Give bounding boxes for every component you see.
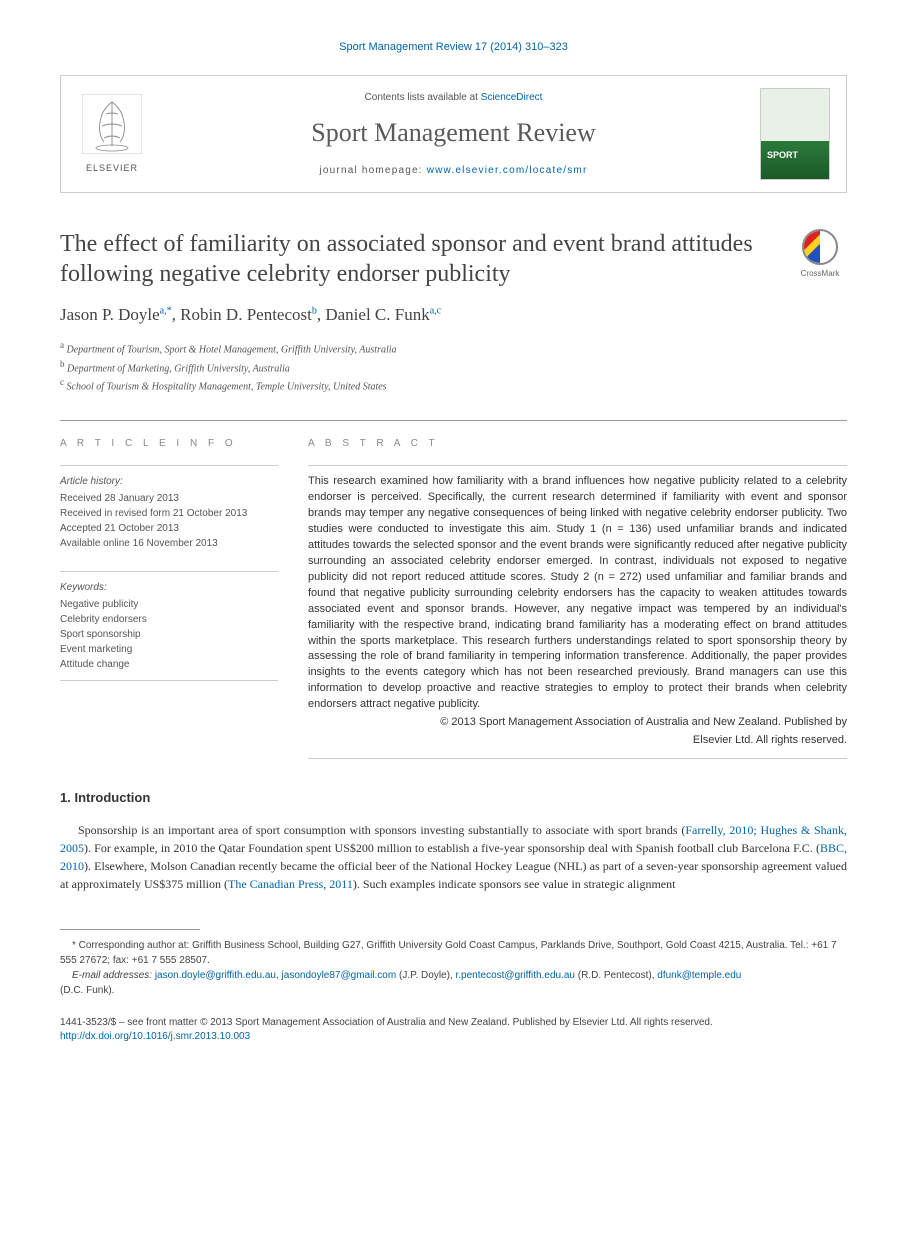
email-who: (J.P. Doyle), — [399, 970, 453, 981]
email-link[interactable]: jasondoyle87@gmail.com — [282, 970, 397, 981]
article-title: The effect of familiarity on associated … — [60, 229, 773, 289]
abstract-column: A B S T R A C T This research examined h… — [308, 437, 847, 759]
keyword: Celebrity endorsers — [60, 612, 278, 627]
contents-available-label: Contents lists available at — [365, 92, 478, 103]
contents-available-line: Contents lists available at ScienceDirec… — [165, 91, 742, 105]
abstract-copyright-2: Elsevier Ltd. All rights reserved. — [308, 733, 847, 748]
section-1-heading: 1. Introduction — [60, 789, 847, 807]
elsevier-logo: ELSEVIER — [77, 94, 147, 175]
intro-paragraph-1: Sponsorship is an important area of spor… — [60, 821, 847, 893]
affiliation-b: b Department of Marketing, Griffith Univ… — [60, 358, 847, 376]
keyword: Negative publicity — [60, 597, 278, 612]
footnotes: * Corresponding author at: Griffith Busi… — [60, 938, 847, 998]
sciencedirect-link[interactable]: ScienceDirect — [481, 92, 543, 103]
running-header: Sport Management Review 17 (2014) 310–32… — [60, 40, 847, 55]
abstract-heading: A B S T R A C T — [308, 437, 847, 451]
author-3-aff: a,c — [430, 306, 441, 317]
doi-link[interactable]: http://dx.doi.org/10.1016/j.smr.2013.10.… — [60, 1031, 250, 1042]
email-addresses-line: E-mail addresses: jason.doyle@griffith.e… — [60, 968, 847, 983]
journal-homepage-line: journal homepage: www.elsevier.com/locat… — [165, 164, 742, 178]
email-link[interactable]: r.pentecost@griffith.edu.au — [456, 970, 576, 981]
keyword: Sport sponsorship — [60, 627, 278, 642]
email-who-last: (D.C. Funk). — [60, 983, 847, 998]
title-row: The effect of familiarity on associated … — [60, 229, 847, 289]
email-who: (R.D. Pentecost), — [578, 970, 655, 981]
abstract-copyright-1: © 2013 Sport Management Association of A… — [308, 715, 847, 730]
crossmark-icon — [802, 229, 838, 265]
history-item: Received in revised form 21 October 2013 — [60, 506, 278, 521]
footnote-rule — [60, 929, 200, 930]
journal-cover-thumbnail — [760, 88, 830, 180]
keywords-label: Keywords: — [60, 580, 278, 595]
crossmark-badge[interactable]: CrossMark — [793, 229, 847, 279]
author-3: Daniel C. Funk — [325, 305, 429, 324]
elsevier-wordmark: ELSEVIER — [77, 162, 147, 175]
journal-header-box: ELSEVIER Contents lists available at Sci… — [60, 75, 847, 193]
citation-link[interactable]: The Canadian Press, 2011 — [228, 877, 353, 891]
email-link[interactable]: jason.doyle@griffith.edu.au — [155, 970, 276, 981]
article-info-column: A R T I C L E I N F O Article history: R… — [60, 437, 278, 759]
author-sep-1: , — [172, 305, 181, 324]
keywords-block: Keywords: Negative publicity Celebrity e… — [60, 571, 278, 681]
article-info-heading: A R T I C L E I N F O — [60, 437, 278, 451]
body-span: ). For example, in 2010 the Qatar Founda… — [84, 841, 820, 855]
homepage-link[interactable]: www.elsevier.com/locate/smr — [427, 165, 588, 176]
issn-copyright-line: 1441-3523/$ – see front matter © 2013 Sp… — [60, 1016, 847, 1030]
affiliations: a Department of Tourism, Sport & Hotel M… — [60, 339, 847, 394]
bottom-copyright-block: 1441-3523/$ – see front matter © 2013 Sp… — [60, 1016, 847, 1044]
info-abstract-row: A R T I C L E I N F O Article history: R… — [60, 420, 847, 759]
author-1: Jason P. Doyle — [60, 305, 160, 324]
affiliation-c: c School of Tourism & Hospitality Manage… — [60, 376, 847, 394]
history-item: Available online 16 November 2013 — [60, 536, 278, 551]
abstract-text: This research examined how familiarity w… — [308, 465, 847, 713]
email-link[interactable]: dfunk@temple.edu — [657, 970, 741, 981]
author-1-aff: a, — [160, 306, 167, 317]
body-span: ). Such examples indicate sponsors see v… — [353, 877, 676, 891]
affiliation-a: a Department of Tourism, Sport & Hotel M… — [60, 339, 847, 357]
homepage-label: journal homepage: — [319, 165, 422, 176]
corresponding-author-note: * Corresponding author at: Griffith Busi… — [60, 938, 847, 968]
history-item: Accepted 21 October 2013 — [60, 521, 278, 536]
journal-name: Sport Management Review — [165, 115, 742, 151]
body-span: Sponsorship is an important area of spor… — [78, 823, 685, 837]
history-item: Received 28 January 2013 — [60, 491, 278, 506]
crossmark-label: CrossMark — [793, 268, 847, 279]
email-label: E-mail addresses: — [72, 970, 152, 981]
history-label: Article history: — [60, 474, 278, 489]
authors-line: Jason P. Doylea,*, Robin D. Pentecostb, … — [60, 303, 847, 327]
journal-header-center: Contents lists available at ScienceDirec… — [165, 91, 742, 177]
elsevier-tree-icon — [82, 94, 142, 154]
author-2: Robin D. Pentecost — [180, 305, 312, 324]
article-history-block: Article history: Received 28 January 201… — [60, 465, 278, 551]
keyword: Attitude change — [60, 657, 278, 672]
keyword: Event marketing — [60, 642, 278, 657]
